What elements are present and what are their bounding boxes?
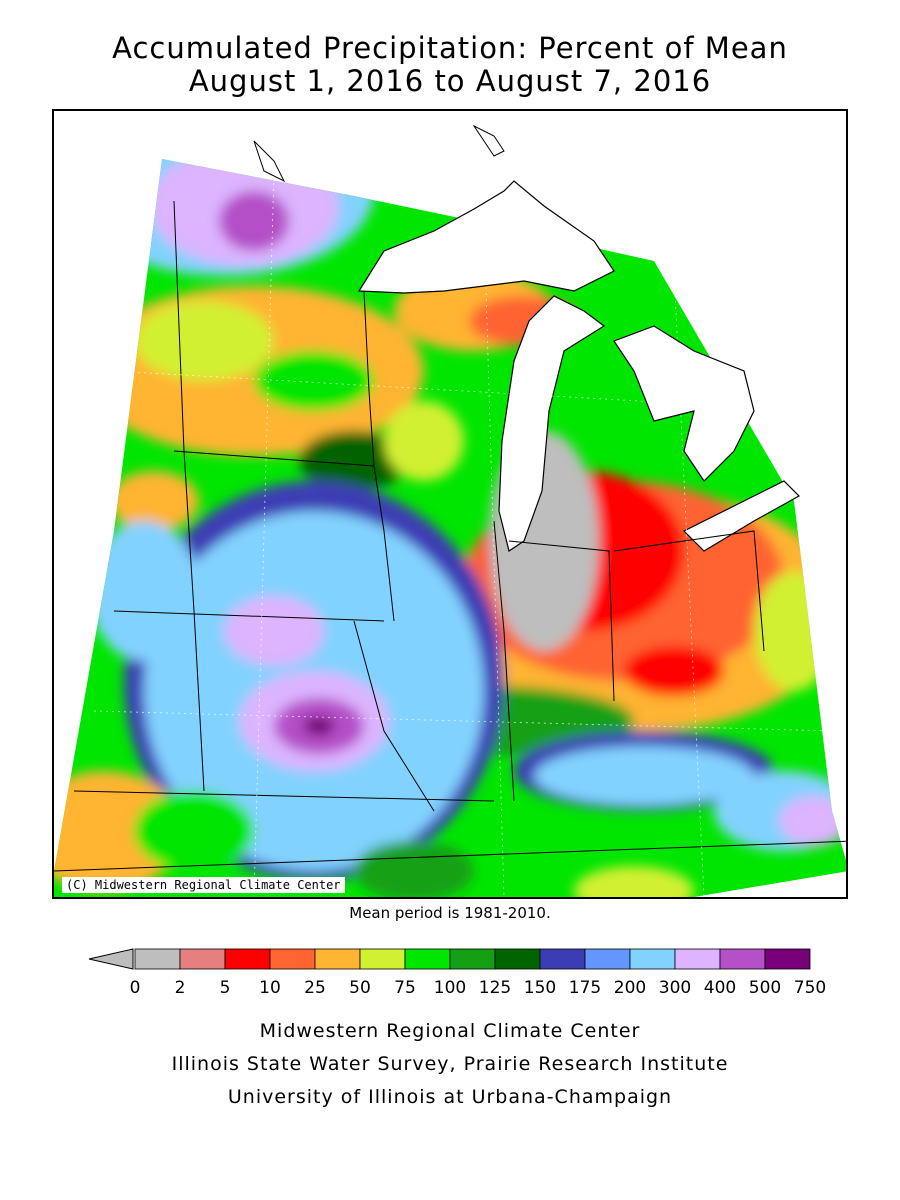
legend-swatch [629, 948, 676, 970]
legend-tick-label: 175 [568, 978, 602, 998]
color-legend: 0 2 5 10 25 50 75 100 125 150 175 200 300 400 500 750 [88, 945, 828, 1005]
legend-tick-label: 0 [129, 978, 141, 998]
legend-tick-label: 50 [349, 978, 371, 998]
footer-org: Midwestern Regional Climate Center [259, 1020, 641, 1042]
legend-swatch [494, 948, 541, 970]
legend-bar [88, 948, 811, 970]
footer-survey: Illinois State Water Survey, Prairie Res… [171, 1053, 729, 1075]
legend-tick-label: 75 [394, 978, 416, 998]
legend-tick-label: 5 [219, 978, 231, 998]
legend-tick-label: 300 [658, 978, 692, 998]
legend-tick-label: 500 [748, 978, 782, 998]
grid-lines [93, 170, 835, 897]
map-title: Accumulated Precipitation: Percent of Me… [112, 31, 788, 65]
footer-university: University of Illinois at Urbana-Champai… [227, 1086, 673, 1108]
legend-tick-label: 100 [433, 978, 467, 998]
legend-swatch [584, 948, 631, 970]
map-date-range: August 1, 2016 to August 7, 2016 [188, 64, 712, 98]
legend-swatch [179, 948, 226, 970]
precipitation-map: (C) Midwestern Regional Climate Center [52, 109, 848, 899]
state-boundaries [54, 200, 846, 872]
lake-superior [357, 180, 615, 294]
legend-arrow [88, 948, 134, 970]
legend-tick-label: 125 [478, 978, 512, 998]
legend-swatch [674, 948, 721, 970]
legend-swatch [449, 948, 496, 970]
legend-tick-label: 750 [793, 978, 827, 998]
legend-swatch [314, 948, 361, 970]
legend-swatch [134, 948, 181, 970]
lake-erie [682, 480, 800, 552]
coastline-fragments [253, 124, 505, 183]
map-canvas [54, 124, 846, 897]
legend-tick-label: 150 [523, 978, 557, 998]
legend-tick-label: 10 [259, 978, 281, 998]
legend-tick-label: 200 [613, 978, 647, 998]
legend-tick-label: 400 [703, 978, 737, 998]
legend-swatch [404, 948, 451, 970]
lake-michigan [498, 295, 606, 552]
legend-swatch [359, 948, 406, 970]
legend-tick-label: 25 [304, 978, 326, 998]
legend-swatch [764, 948, 811, 970]
legend-swatch [539, 948, 586, 970]
legend-swatch [719, 948, 766, 970]
mean-period-note: Mean period is 1981-2010. [349, 904, 551, 922]
legend-swatch [224, 948, 271, 970]
legend-swatch [269, 948, 316, 970]
copyright-label: (C) Midwestern Regional Climate Center [62, 877, 345, 893]
legend-tick-label: 2 [174, 978, 186, 998]
